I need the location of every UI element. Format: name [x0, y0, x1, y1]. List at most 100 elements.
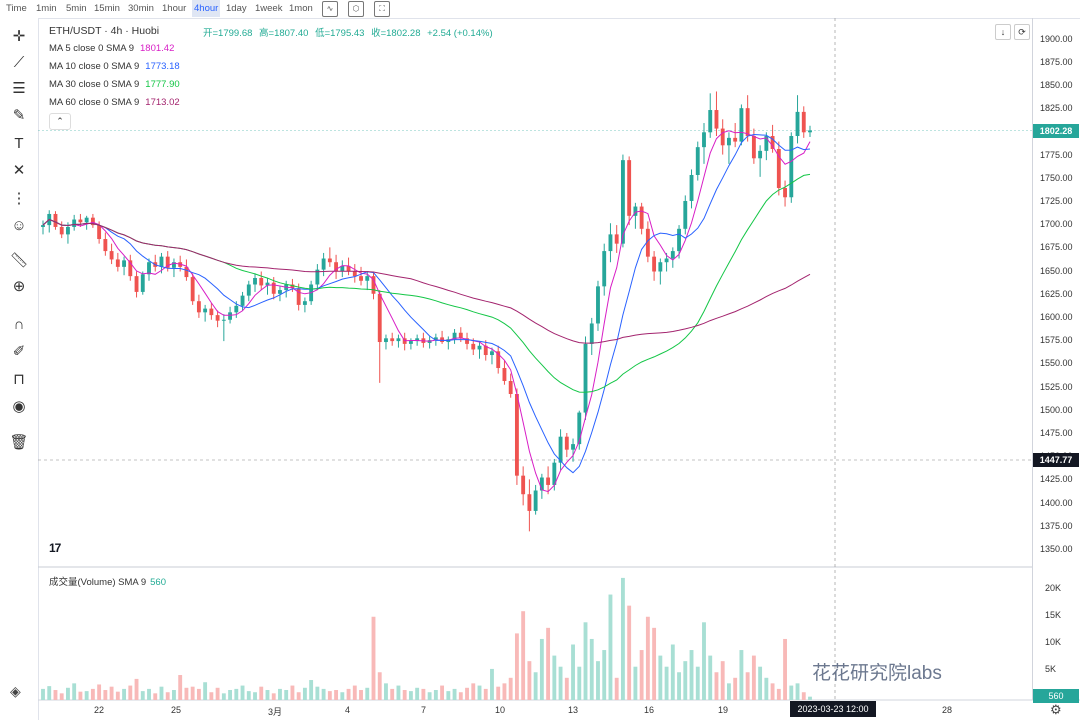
eye-icon[interactable]: ◉	[12, 398, 26, 415]
candle	[808, 125, 812, 137]
volume-bar	[477, 685, 482, 700]
candle	[727, 132, 731, 164]
download-icon[interactable]: ↓	[995, 24, 1011, 40]
volume-bar	[795, 683, 800, 700]
timeframe-1min[interactable]: 1min	[36, 3, 57, 14]
emoji-icon[interactable]: ☺	[11, 217, 27, 234]
candle	[240, 291, 245, 311]
timeframe-5min[interactable]: 5min	[66, 3, 87, 14]
volume-bar	[727, 683, 731, 700]
candle	[340, 260, 345, 278]
volume-bar	[614, 677, 619, 700]
refresh-icon[interactable]: ⟳	[1014, 24, 1030, 40]
volume-bar	[533, 672, 538, 700]
volume-bar	[234, 688, 239, 700]
volume-bar	[390, 688, 395, 700]
volume-bar	[677, 672, 681, 700]
ruler-icon[interactable]: 📏︎	[9, 252, 29, 269]
volume-bar	[758, 666, 763, 700]
timeframe-30min[interactable]: 30min	[128, 3, 154, 14]
text-icon[interactable]: T	[14, 135, 24, 152]
candle	[302, 297, 307, 313]
volume-bar	[384, 683, 388, 700]
settings-icon[interactable]: ⬡	[348, 1, 364, 17]
candle	[315, 264, 320, 291]
ma-legend-value: 1777.90	[145, 79, 180, 90]
ohlc-high: 高=1807.40	[259, 28, 309, 39]
candle	[334, 254, 339, 279]
volume-bar	[764, 677, 769, 700]
candle	[764, 132, 769, 161]
indicator-icon[interactable]: ∿	[322, 1, 338, 17]
volume-bar	[72, 683, 77, 700]
layers-icon[interactable]: ◈	[10, 683, 21, 699]
price-label: 1425.00	[1040, 474, 1073, 485]
crosshair-icon[interactable]: ✛	[12, 28, 26, 45]
date-label: 19	[718, 705, 729, 715]
volume-bar	[627, 605, 632, 700]
candle	[633, 202, 638, 229]
volume-bar	[196, 688, 201, 700]
timeframe-time[interactable]: Time	[6, 3, 27, 14]
candle	[708, 93, 713, 138]
volume-bar	[178, 675, 183, 700]
crosshair-price-tag: 1447.77	[1033, 453, 1079, 467]
volume-bar	[577, 666, 582, 700]
trend-line-icon[interactable]: ⟋	[13, 54, 25, 71]
candle	[377, 290, 382, 383]
timeframe-1week[interactable]: 1week	[255, 3, 283, 14]
candle	[147, 258, 151, 281]
brush-icon[interactable]: ✎	[12, 107, 26, 124]
pattern-icon[interactable]: ✕	[12, 162, 26, 179]
candle	[539, 473, 544, 499]
volume-bar	[745, 672, 750, 700]
timeframe-15min[interactable]: 15min	[94, 3, 120, 14]
volume-bar	[452, 688, 457, 700]
volume-bar	[246, 691, 251, 700]
volume-bar	[695, 666, 700, 700]
volume-bar	[315, 686, 320, 700]
magnet-icon[interactable]: ∩	[13, 316, 25, 333]
volume-bar	[321, 688, 326, 700]
candle	[115, 252, 120, 272]
volume-bar	[639, 650, 644, 700]
candle	[533, 484, 538, 515]
fullscreen-icon[interactable]: ⛶	[374, 1, 390, 17]
price-label: 1550.00	[1040, 358, 1073, 369]
date-label: 3月	[268, 707, 283, 717]
lock-icon[interactable]: ⊓	[13, 371, 25, 388]
timeframe-4hour[interactable]: 4hour	[192, 0, 221, 17]
volume-bar	[84, 691, 89, 700]
trash-icon[interactable]: 🗑︎	[9, 434, 29, 451]
settings-gear-icon[interactable]: ⚙	[1050, 702, 1062, 717]
candle	[215, 310, 220, 328]
candle	[84, 215, 89, 230]
volume-bar	[103, 690, 108, 700]
candle	[196, 294, 201, 318]
volume-bar	[571, 644, 575, 700]
candle	[483, 340, 488, 361]
candle	[327, 247, 332, 267]
candle	[589, 317, 594, 356]
candle	[627, 156, 632, 226]
volume-bar	[652, 627, 657, 700]
collapse-legend-button[interactable]: ⌃	[49, 113, 71, 130]
horizontal-lines-icon[interactable]: ☰	[12, 80, 26, 97]
candle	[739, 104, 744, 146]
timeframe-1day[interactable]: 1day	[226, 3, 247, 14]
lock-drawing-icon[interactable]: ✐	[12, 343, 26, 360]
volume-bar	[240, 685, 245, 700]
volume-bar	[184, 687, 189, 700]
timeframe-1mon[interactable]: 1mon	[289, 3, 313, 14]
forecast-icon[interactable]: ⋮	[11, 190, 27, 207]
date-label: 22	[94, 705, 105, 715]
zoom-icon[interactable]: ⊕	[12, 278, 26, 295]
ma-line-60	[42, 218, 811, 344]
ma-legend-0: MA 5 close 0 SMA 9 1801.42	[49, 43, 174, 54]
timeframe-1hour[interactable]: 1hour	[162, 3, 187, 14]
candle	[620, 154, 625, 248]
candle	[490, 347, 494, 365]
candle	[658, 258, 663, 285]
candle	[652, 251, 657, 281]
